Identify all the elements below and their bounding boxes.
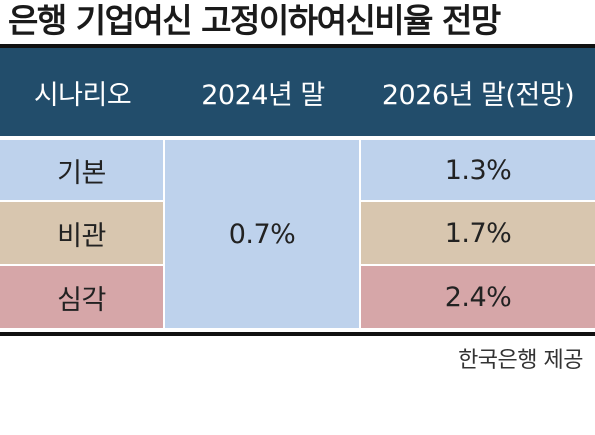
header-scenario: 시나리오 [33, 79, 132, 111]
scenario-cell-severe: 심각 [0, 266, 163, 328]
scenario-cell-base: 기본 [0, 140, 163, 200]
table-body: 기본 비관 심각 0.7% 1.3% 1.7% 2.4% [0, 136, 595, 332]
value-2024-cell: 0.7% [165, 140, 359, 328]
page-title: 은행 기업여신 고정이하여신비율 전망 [8, 1, 501, 40]
source-credit: 한국은행 제공 [458, 348, 583, 373]
npl-ratio-table: 시나리오 2024년 말 2026년 말(전망) 기본 비관 심각 0.7% 1… [0, 44, 595, 336]
scenario-cell-pessimistic: 비관 [0, 202, 163, 264]
header-2024: 2024년 말 [201, 79, 325, 111]
header-2026: 2026년 말(전망) [381, 79, 575, 111]
table-bottom-rule [0, 332, 595, 336]
value-2026-base: 1.3% [361, 140, 595, 200]
value-2026-pessimistic: 1.7% [361, 202, 595, 264]
table-header-row: 시나리오 2024년 말 2026년 말(전망) [0, 48, 595, 136]
table-top-rule [0, 44, 595, 48]
value-2026-severe: 2.4% [361, 266, 595, 328]
